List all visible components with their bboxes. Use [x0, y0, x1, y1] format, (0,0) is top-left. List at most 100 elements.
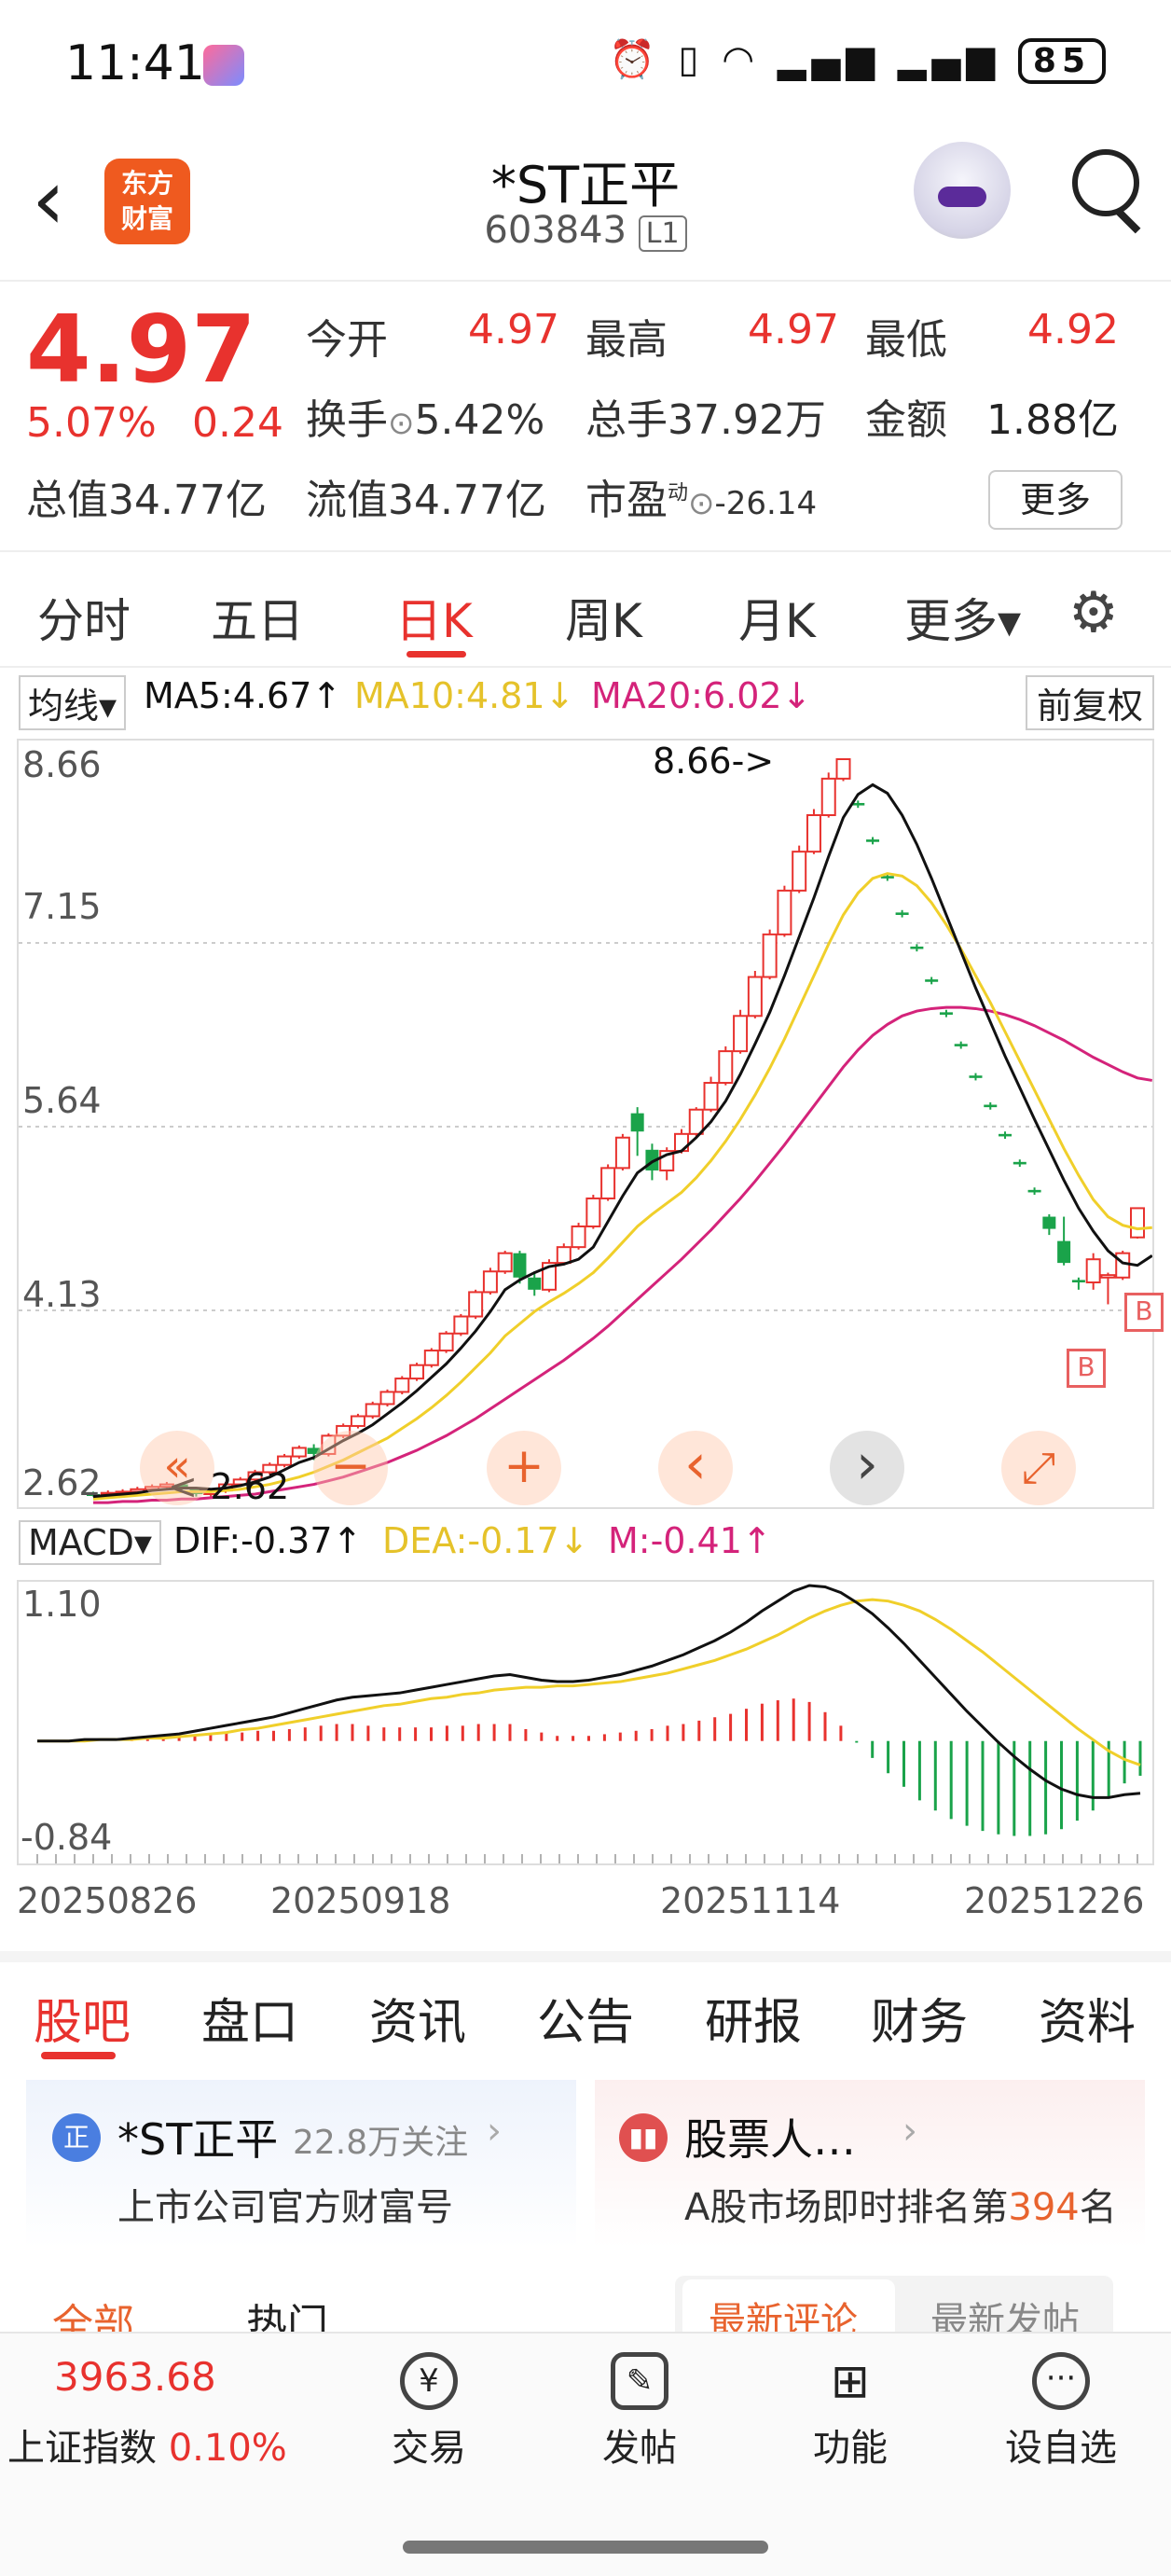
- macd-y-top: 1.10: [22, 1584, 102, 1625]
- index-line[interactable]: 上证指数 0.10%: [7, 2417, 287, 2472]
- yen-icon: ¥: [400, 2352, 458, 2410]
- candle-body: [365, 1403, 380, 1418]
- y-tick-2: 7.15: [22, 886, 102, 927]
- alarm-icon: ⏰: [608, 38, 661, 81]
- tab-research[interactable]: 研报: [705, 1995, 803, 2051]
- amount-label: 金额: [865, 396, 947, 444]
- status-bar: 11:41 ⏰ ▯ ◠ ▂▄▆ ▂▄▆ 85: [0, 0, 1171, 131]
- info-icon[interactable]: ⊙: [388, 405, 415, 442]
- volume-label: 总手: [586, 396, 668, 444]
- candle-body: [999, 1133, 1013, 1137]
- open-value: 4.97: [468, 306, 559, 353]
- sort-latest-post[interactable]: 最新发帖: [930, 2300, 1080, 2332]
- info-icon-pe[interactable]: ⊙: [688, 485, 715, 522]
- index-name: 上证指数: [7, 2427, 157, 2470]
- candle-body: [777, 889, 792, 935]
- search-icon[interactable]: [1072, 149, 1139, 216]
- company-badge-icon: 正: [52, 2113, 101, 2162]
- eastmoney-logo[interactable]: 东方 财富: [104, 159, 190, 244]
- prev-button[interactable]: ‹: [658, 1431, 733, 1505]
- sort-latest-comment[interactable]: 最新评论: [709, 2300, 858, 2332]
- filter-all[interactable]: 全部: [52, 2301, 134, 2332]
- date-2: 20250918: [270, 1880, 451, 1921]
- adjust-button[interactable]: 前复权: [1025, 675, 1154, 730]
- ma5-line: [92, 782, 1153, 1499]
- signal-icon-2: ▂▄▆: [897, 38, 1001, 81]
- section-divider: [0, 1951, 1171, 1962]
- candle-body: [158, 1483, 174, 1489]
- candle-body: [394, 1378, 410, 1393]
- tab-daily-k[interactable]: 日K: [395, 594, 473, 648]
- indicator-selector[interactable]: 均线▾: [19, 675, 127, 730]
- candle-body: [630, 1113, 644, 1132]
- tab-intraday[interactable]: 分时: [37, 594, 131, 648]
- dea-label: DEA:-0.17↓: [382, 1520, 589, 1561]
- amount-value: 1.88亿: [986, 396, 1119, 444]
- content-tabs: 股吧 盘口 资讯 公告 研报 财务 资料: [0, 1964, 1171, 2069]
- ranking-desc-suffix: 名: [1079, 2186, 1117, 2229]
- trade-button[interactable]: ¥ 交易: [345, 2352, 513, 2472]
- high-value: 4.97: [748, 306, 839, 353]
- date-4: 20251226: [964, 1880, 1145, 1921]
- candle-body: [1085, 1258, 1101, 1283]
- tab-guba[interactable]: 股吧: [34, 1995, 131, 2051]
- pe-sup: 动: [668, 481, 689, 506]
- filter-hot[interactable]: 热门: [246, 2301, 328, 2332]
- grid-icon: ⊞: [831, 2354, 870, 2408]
- add-watchlist-button[interactable]: ··· 设自选: [977, 2352, 1145, 2472]
- fullscreen-button[interactable]: ⤢: [1001, 1431, 1076, 1505]
- tab-news[interactable]: 资讯: [369, 1995, 467, 2051]
- candle-body: [718, 1050, 734, 1085]
- tab-finance[interactable]: 财务: [871, 1995, 969, 2051]
- company-official-card[interactable]: 正 *ST正平 22.8万关注 › 上市公司官方财富号: [26, 2080, 576, 2248]
- macd-chart[interactable]: 1.10 -0.84: [17, 1580, 1154, 1865]
- candle-body: [866, 839, 880, 842]
- logo-text-1: 东方: [120, 168, 173, 199]
- ranking-number: 394: [1008, 2186, 1080, 2229]
- status-icons: ⏰ ▯ ◠ ▂▄▆ ▂▄▆ 85: [609, 37, 1106, 84]
- low-value: 4.92: [1027, 306, 1119, 353]
- float-value: 34.77亿: [388, 477, 546, 524]
- tab-announcement[interactable]: 公告: [537, 1995, 635, 2051]
- candle-body: [513, 1253, 527, 1278]
- candle-body: [87, 1494, 100, 1496]
- index-percent: 0.10%: [168, 2427, 287, 2470]
- function-button[interactable]: ⊞ 功能: [766, 2352, 934, 2472]
- turnover-label[interactable]: 换手⊙5.42%: [306, 386, 544, 446]
- next-button[interactable]: ›: [830, 1431, 904, 1505]
- index-value[interactable]: 3963.68: [54, 2354, 216, 2400]
- battery-icon: 85: [1017, 38, 1106, 84]
- tab-monthly-k[interactable]: 月K: [738, 594, 816, 648]
- zoom-in-button[interactable]: +: [487, 1431, 561, 1505]
- pe-item[interactable]: 市盈动⊙-26.14: [586, 466, 817, 526]
- ma5-label: MA5:4.67↑: [144, 675, 342, 716]
- more-button[interactable]: 更多: [988, 470, 1123, 530]
- zoom-out-button[interactable]: −: [313, 1431, 388, 1505]
- tab-more[interactable]: 更多▾: [904, 594, 1022, 648]
- candle-body: [336, 1424, 351, 1437]
- ma10-line: [92, 872, 1152, 1501]
- post-button[interactable]: ✎ 发帖: [556, 2352, 723, 2472]
- candle-body: [542, 1262, 558, 1291]
- company-card-desc: 上市公司官方财富号: [117, 2186, 453, 2229]
- edit-icon: ✎: [611, 2352, 668, 2410]
- mktcap-value: 34.77亿: [108, 477, 267, 524]
- quote-panel: 4.97 5.07% 0.24 今开 4.97 最高 4.97 最低 4.92 …: [0, 280, 1171, 552]
- kline-chart[interactable]: 8.66 7.15 5.64 4.13 2.62 8.66-> <-2.62 B…: [17, 739, 1164, 1509]
- candle-body: [820, 777, 836, 817]
- tab-pankou[interactable]: 盘口: [201, 1995, 299, 2051]
- home-indicator[interactable]: [403, 2541, 768, 2554]
- ma-legend: 均线▾ MA5:4.67↑ MA10:4.81↓ MA20:6.02↓ 前复权: [0, 675, 1171, 730]
- tab-profile[interactable]: 资料: [1039, 1995, 1137, 2051]
- tab-five-day[interactable]: 五日: [211, 594, 304, 648]
- stock-ranking-card[interactable]: ▮▮ 股票人… › A股市场即时排名第394名: [595, 2080, 1145, 2248]
- fast-back-button[interactable]: «: [140, 1431, 214, 1505]
- macd-selector[interactable]: MACD▾: [19, 1520, 161, 1565]
- back-icon[interactable]: ‹: [32, 151, 65, 249]
- candle-body: [453, 1315, 469, 1335]
- tab-weekly-k[interactable]: 周K: [565, 594, 642, 648]
- buy-marker-2[interactable]: B: [1067, 1349, 1106, 1388]
- ranking-desc-prefix: A股市场即时排名第: [684, 2186, 1009, 2229]
- buy-marker-1[interactable]: B: [1124, 1293, 1164, 1332]
- gear-icon[interactable]: ⚙: [1068, 580, 1119, 645]
